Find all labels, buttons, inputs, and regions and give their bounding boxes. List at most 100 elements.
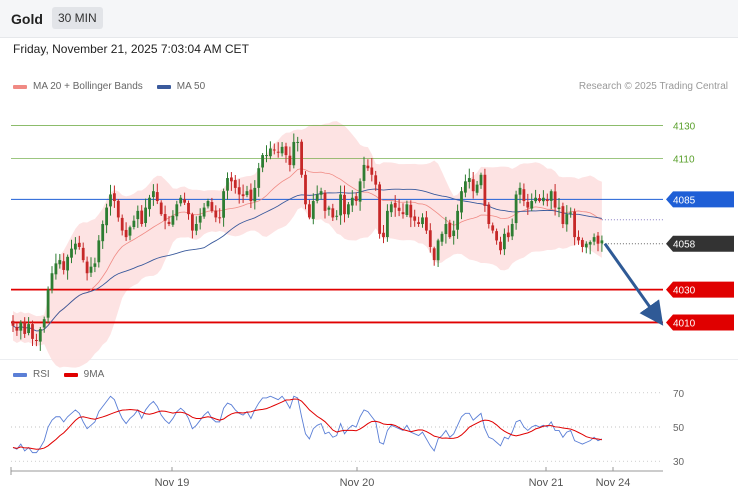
candle bbox=[23, 322, 27, 334]
candle bbox=[397, 207, 401, 211]
candle bbox=[284, 146, 288, 156]
candle bbox=[350, 197, 354, 206]
price-legend: MA 20 + Bollinger Bands MA 50 bbox=[13, 81, 219, 92]
candle bbox=[506, 232, 510, 238]
bollinger-band-area bbox=[13, 121, 602, 368]
candle bbox=[300, 141, 303, 175]
time-tick-label: Nov 24 bbox=[596, 477, 631, 489]
candle bbox=[81, 247, 85, 261]
candle bbox=[46, 289, 50, 318]
candle bbox=[549, 191, 553, 201]
candle bbox=[280, 146, 284, 154]
candle bbox=[296, 141, 300, 143]
candle bbox=[393, 202, 397, 208]
candle bbox=[226, 178, 229, 191]
candle bbox=[448, 222, 452, 238]
candle bbox=[343, 194, 346, 215]
candle bbox=[15, 327, 19, 331]
candle bbox=[253, 187, 257, 202]
candle bbox=[155, 192, 159, 202]
candle bbox=[315, 194, 319, 201]
candle bbox=[425, 217, 428, 231]
ma20-line bbox=[12, 168, 603, 332]
rsi-tick-30: 30 bbox=[673, 457, 685, 468]
support-label-4030: 4030 bbox=[673, 286, 696, 297]
candle bbox=[327, 207, 331, 210]
candle bbox=[179, 197, 183, 204]
candle bbox=[191, 214, 194, 231]
ma50-line bbox=[12, 188, 602, 332]
candle bbox=[347, 204, 350, 215]
candle bbox=[405, 204, 409, 215]
candle bbox=[198, 215, 202, 223]
datetime-label: Friday, November 21, 2025 7:03:04 AM CET bbox=[13, 42, 249, 56]
candle bbox=[183, 199, 186, 203]
candle bbox=[93, 263, 97, 267]
candle bbox=[386, 210, 389, 238]
candle bbox=[50, 273, 54, 290]
candle bbox=[132, 220, 136, 228]
candle bbox=[120, 217, 124, 231]
candle bbox=[124, 229, 128, 238]
candle bbox=[116, 200, 120, 218]
candle bbox=[362, 164, 366, 181]
candle bbox=[148, 197, 151, 210]
candle bbox=[62, 261, 66, 270]
candle bbox=[522, 189, 526, 202]
candle bbox=[171, 215, 175, 225]
support-label-4010: 4010 bbox=[673, 318, 696, 329]
candle bbox=[456, 210, 459, 230]
candle bbox=[272, 149, 276, 151]
support-tag-4030 bbox=[666, 281, 734, 298]
candle bbox=[335, 215, 339, 217]
candle bbox=[417, 222, 420, 224]
candles bbox=[11, 133, 604, 351]
candle bbox=[592, 237, 596, 242]
candle bbox=[323, 192, 327, 211]
candle bbox=[464, 181, 467, 193]
candle bbox=[304, 174, 307, 205]
candle bbox=[311, 201, 315, 219]
candle bbox=[538, 198, 541, 202]
timeframe-button[interactable]: 30 MIN bbox=[52, 7, 103, 29]
symbol-title: Gold bbox=[11, 11, 43, 27]
candle bbox=[530, 201, 534, 209]
candle bbox=[354, 196, 358, 202]
candle bbox=[573, 211, 576, 238]
candle bbox=[487, 204, 491, 224]
candle bbox=[159, 202, 163, 215]
support-tag-4010 bbox=[666, 314, 734, 331]
projection bbox=[603, 242, 664, 326]
candle bbox=[241, 194, 245, 197]
rsi-ma-swatch bbox=[63, 372, 78, 377]
candle bbox=[460, 191, 463, 213]
resistance-label-4130: 4130 bbox=[673, 122, 696, 133]
candle bbox=[471, 179, 475, 192]
candle bbox=[74, 243, 77, 250]
candle bbox=[249, 189, 253, 202]
last-price-tag bbox=[666, 235, 734, 252]
candle bbox=[577, 236, 580, 241]
candle bbox=[534, 197, 537, 202]
legend-rsi-label: RSI bbox=[33, 369, 50, 380]
rsi-swatch bbox=[13, 372, 27, 377]
time-tick-label: Nov 19 bbox=[155, 477, 190, 489]
candle bbox=[553, 191, 557, 208]
candle bbox=[432, 248, 436, 261]
legend-rsi-ma-label: 9MA bbox=[83, 369, 105, 380]
candle bbox=[308, 204, 311, 218]
candle bbox=[584, 243, 588, 248]
levels: 4130 4110 4085 4058 4030 4010 bbox=[11, 122, 734, 331]
candle bbox=[440, 233, 444, 242]
candle bbox=[374, 175, 378, 185]
candle bbox=[276, 151, 280, 153]
moving-averages bbox=[12, 168, 603, 332]
candle bbox=[144, 207, 147, 224]
rsi-tick-70: 70 bbox=[673, 389, 685, 400]
candle bbox=[565, 214, 569, 225]
candle bbox=[514, 194, 518, 224]
candle bbox=[113, 193, 116, 202]
candle bbox=[479, 174, 483, 186]
candle bbox=[545, 199, 549, 202]
